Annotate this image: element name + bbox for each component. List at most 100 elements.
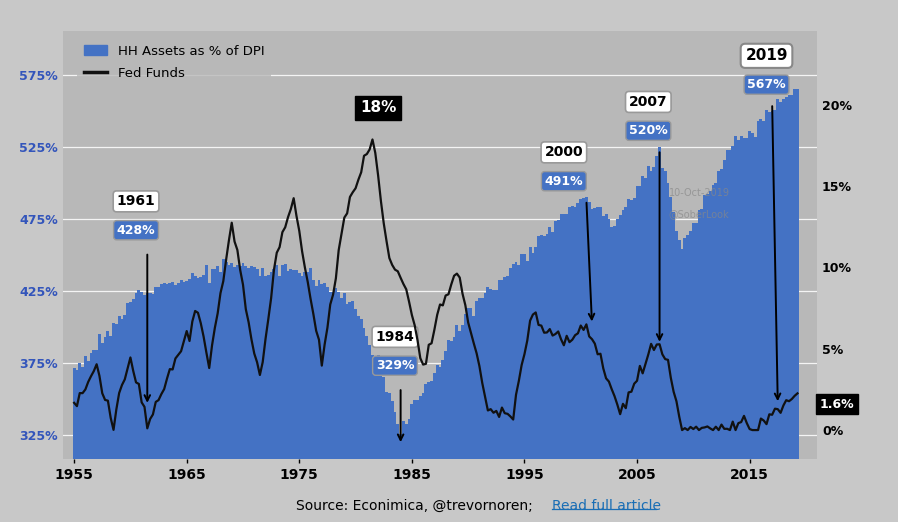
Bar xyxy=(532,253,534,522)
Bar xyxy=(720,169,723,522)
Bar xyxy=(611,227,613,522)
Bar xyxy=(506,276,509,522)
Bar xyxy=(304,272,306,522)
Bar xyxy=(723,160,726,522)
Bar xyxy=(695,223,698,522)
Bar xyxy=(540,234,542,522)
Bar xyxy=(343,293,346,522)
Bar xyxy=(256,269,259,522)
Bar xyxy=(461,325,464,522)
Bar xyxy=(577,203,579,522)
Bar xyxy=(509,268,512,522)
Bar xyxy=(348,302,351,522)
Bar xyxy=(222,259,224,522)
Bar xyxy=(143,295,146,522)
Bar xyxy=(298,272,301,522)
Bar xyxy=(360,319,363,522)
Bar xyxy=(782,100,785,522)
Bar xyxy=(236,265,239,522)
Bar xyxy=(523,254,526,522)
Bar xyxy=(757,121,760,522)
Bar xyxy=(135,293,137,522)
Bar xyxy=(87,361,90,522)
Bar xyxy=(331,292,335,522)
Bar xyxy=(227,265,231,522)
Bar xyxy=(354,309,357,522)
Bar xyxy=(272,269,276,522)
Bar xyxy=(765,110,768,522)
Bar xyxy=(678,240,681,522)
Bar xyxy=(711,185,715,522)
Bar xyxy=(365,336,368,522)
Bar xyxy=(301,276,304,522)
Bar xyxy=(453,337,455,522)
Bar xyxy=(157,287,160,522)
Bar xyxy=(467,309,470,522)
Bar xyxy=(154,288,157,522)
Bar xyxy=(641,176,644,522)
Bar xyxy=(472,316,475,522)
Bar xyxy=(78,363,81,522)
Text: 2007: 2007 xyxy=(629,95,667,109)
Bar xyxy=(207,283,211,522)
Bar xyxy=(500,280,504,522)
Bar xyxy=(534,247,537,522)
Bar xyxy=(269,271,273,522)
Bar xyxy=(683,239,686,522)
Bar xyxy=(512,264,515,522)
Bar xyxy=(554,221,557,522)
Bar xyxy=(363,327,365,522)
Bar xyxy=(788,95,790,522)
Bar xyxy=(785,97,788,522)
Bar xyxy=(748,130,751,522)
Bar xyxy=(405,424,408,522)
Bar xyxy=(233,267,236,522)
Bar xyxy=(436,365,438,522)
Bar xyxy=(644,178,647,522)
Bar xyxy=(185,281,189,522)
Bar xyxy=(210,269,214,522)
Bar xyxy=(418,396,422,522)
Bar xyxy=(689,231,692,522)
Bar xyxy=(726,150,728,522)
Bar xyxy=(261,268,264,522)
Bar xyxy=(669,197,673,522)
Bar xyxy=(278,276,281,522)
Bar xyxy=(602,216,604,522)
Bar xyxy=(768,112,770,522)
Bar xyxy=(740,136,743,522)
Bar xyxy=(497,280,500,522)
Bar xyxy=(149,293,152,522)
Bar xyxy=(430,381,433,522)
Bar xyxy=(489,289,492,522)
Bar xyxy=(664,171,666,522)
Bar xyxy=(306,272,309,522)
Bar xyxy=(718,171,720,522)
Bar xyxy=(202,275,205,522)
Bar xyxy=(95,350,98,522)
Bar xyxy=(633,198,636,522)
Bar xyxy=(681,249,683,522)
Bar xyxy=(264,276,267,522)
Text: 2000: 2000 xyxy=(544,146,583,159)
Bar xyxy=(123,315,127,522)
Bar xyxy=(703,195,706,522)
Bar xyxy=(216,266,219,522)
Bar xyxy=(776,99,779,522)
Bar xyxy=(734,136,737,522)
Text: 1984: 1984 xyxy=(375,330,414,344)
Bar xyxy=(281,265,284,522)
Bar xyxy=(312,280,315,522)
Bar xyxy=(422,393,425,522)
Bar xyxy=(340,298,343,522)
Bar xyxy=(410,404,413,522)
Bar xyxy=(661,168,664,522)
Bar xyxy=(205,265,207,522)
Bar xyxy=(630,199,633,522)
Bar xyxy=(779,102,782,522)
Bar xyxy=(653,167,656,522)
Bar xyxy=(199,277,202,522)
Bar xyxy=(691,223,695,522)
Bar xyxy=(517,265,520,522)
Text: 1961: 1961 xyxy=(117,194,155,208)
